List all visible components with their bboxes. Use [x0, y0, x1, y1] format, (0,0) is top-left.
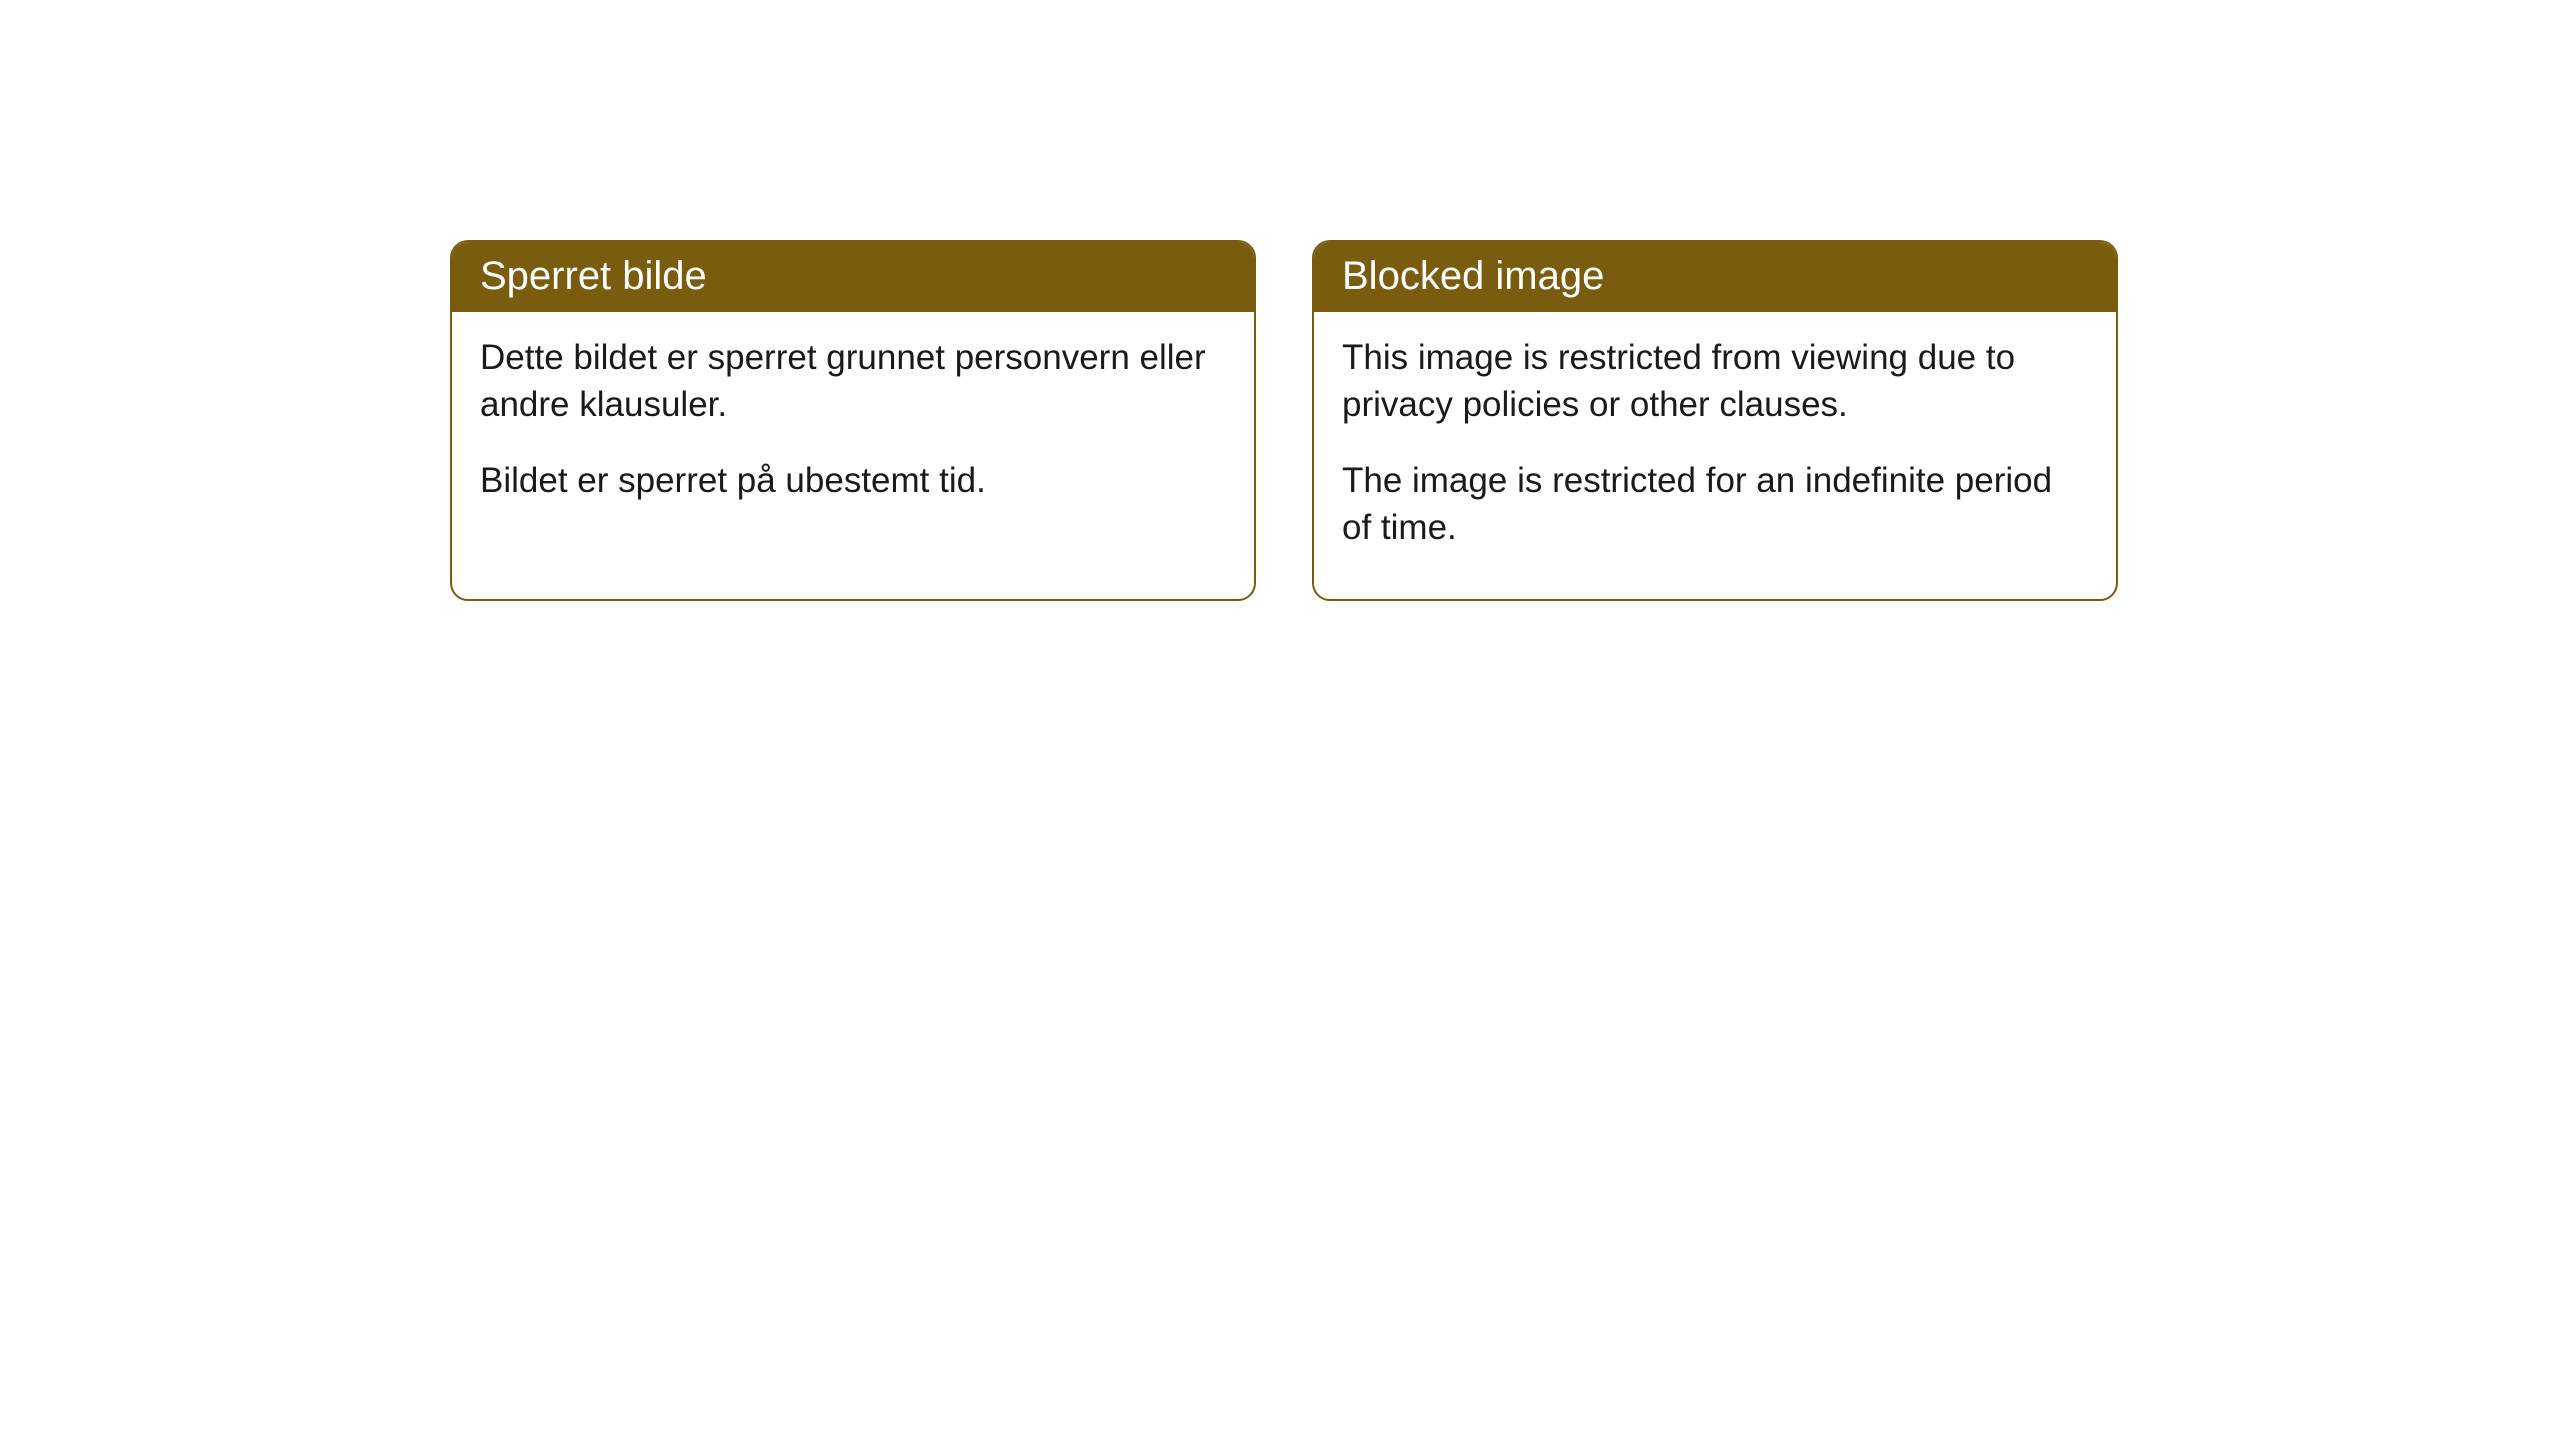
notice-paragraph: Dette bildet er sperret grunnet personve… [480, 334, 1226, 429]
card-body: This image is restricted from viewing du… [1314, 312, 2116, 599]
card-header: Sperret bilde [452, 242, 1254, 312]
blocked-image-card-english: Blocked image This image is restricted f… [1312, 240, 2118, 601]
notice-paragraph: Bildet er sperret på ubestemt tid. [480, 457, 1226, 504]
card-header: Blocked image [1314, 242, 2116, 312]
blocked-image-card-norwegian: Sperret bilde Dette bildet er sperret gr… [450, 240, 1256, 601]
notice-cards-container: Sperret bilde Dette bildet er sperret gr… [0, 0, 2560, 601]
card-body: Dette bildet er sperret grunnet personve… [452, 312, 1254, 552]
notice-paragraph: The image is restricted for an indefinit… [1342, 457, 2088, 552]
notice-paragraph: This image is restricted from viewing du… [1342, 334, 2088, 429]
